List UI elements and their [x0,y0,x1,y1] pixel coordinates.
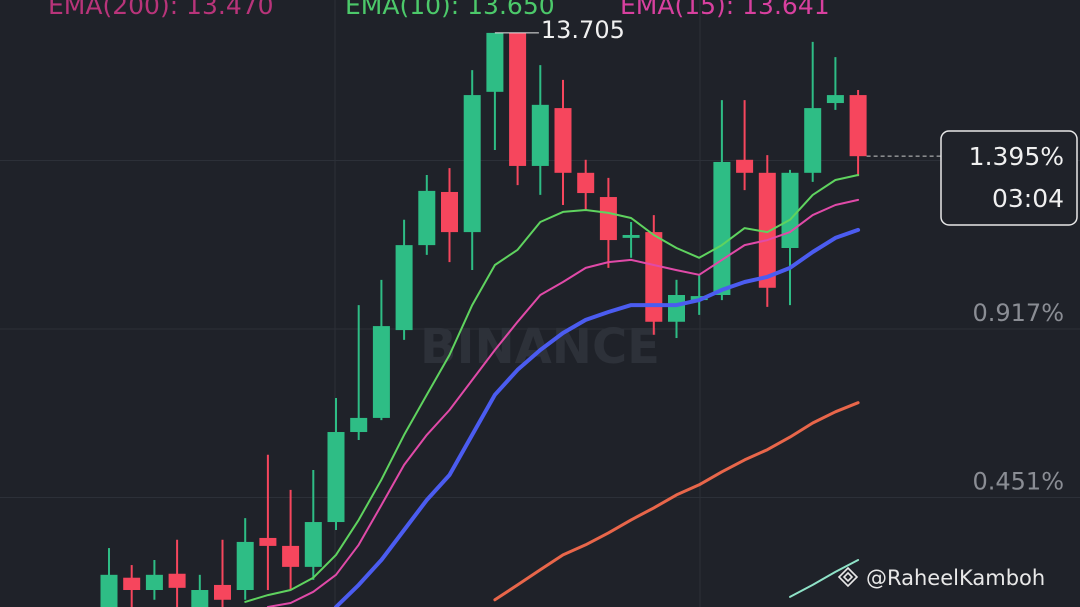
candle-body [282,545,300,567]
candle-body [486,32,504,92]
candle-body [781,172,799,249]
candle-body [395,245,413,331]
candle-body [168,573,186,588]
ema-line [493,401,860,602]
plot: 13.705 [100,16,941,607]
candle-body [577,172,595,194]
y-tick-label: 0.917% [972,299,1064,327]
candle-body [826,95,844,104]
legend: EMA(200): 13.470 EMA(10): 13.650 EMA(15): … [48,0,830,20]
candle-body [622,234,640,238]
candle-body [145,574,163,591]
countdown: 03:04 [992,184,1064,213]
candle-body [327,432,345,523]
ema-line [789,559,860,598]
watermark: BINANCE [420,319,660,375]
y-tick-label: 0.451% [972,467,1064,495]
candle-body [599,197,617,241]
price-box: 1.395% 03:04 [940,130,1078,226]
candle-body [236,541,254,591]
price-box-frame [940,130,1078,226]
candle-body [372,326,390,418]
credit-text: @RaheelKamboh [866,566,1045,590]
candle-body [849,95,867,157]
candle-body [554,108,572,173]
candle-body [350,417,368,433]
candle-body [191,590,209,607]
ema-line [244,174,860,603]
price-label: 1.395% [969,142,1064,171]
max-label: 13.705 [541,16,625,44]
credit: @RaheelKamboh [837,566,1045,590]
candle-body [214,584,231,600]
candle-body [758,172,776,288]
legend-entry: EMA(200): 13.470 [48,0,274,20]
credit-icon [837,566,859,588]
candle-body [100,574,118,607]
candle-body [531,104,549,166]
candle-body [441,191,458,233]
candle-body [418,190,436,246]
candle-body [123,577,141,591]
candle-body [736,159,754,173]
candle-body [668,295,685,322]
candle-body [713,161,731,296]
candle-body [259,537,277,546]
candle-body [463,95,481,233]
ema-line [334,227,861,607]
ema-line [266,198,860,607]
candle-body [304,522,322,567]
candle-body [804,108,822,173]
legend-entry: EMA(10): 13.650 [345,0,555,20]
candle-body [509,32,527,166]
legend-entry: EMA(15): 13.641 [620,0,830,20]
candle-body [645,232,663,322]
